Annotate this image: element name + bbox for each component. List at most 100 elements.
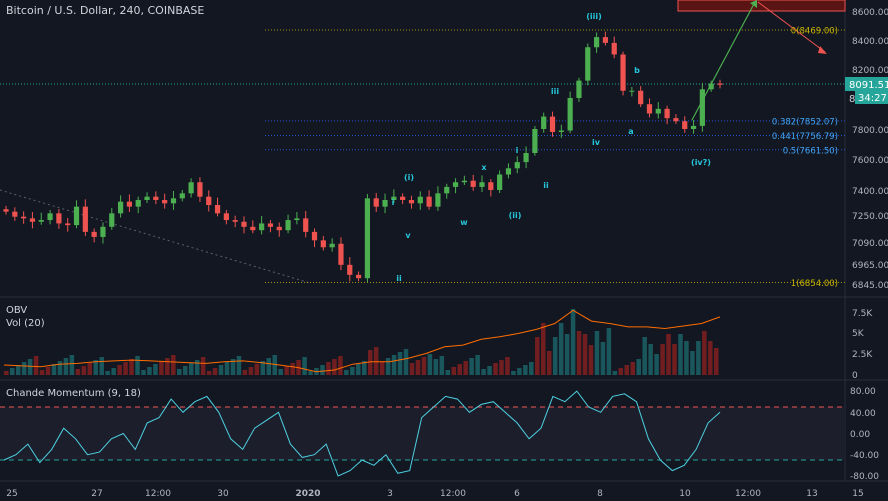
candle-body: [223, 213, 229, 221]
candle-body: [135, 200, 141, 207]
candle-body: [12, 211, 18, 217]
volume-bar: [81, 366, 87, 375]
volume-bar: [714, 348, 719, 375]
wave-label: b: [634, 66, 640, 75]
resistance-zone-box[interactable]: [677, 0, 846, 12]
volume-bar: [260, 361, 266, 375]
cmo-axis-label: 80.00: [850, 387, 876, 397]
candles[interactable]: [3, 31, 723, 283]
volume-bar: [200, 357, 206, 375]
cmo-axis-label: 0.00: [850, 430, 870, 440]
volume-bar: [165, 358, 170, 375]
volume-bar: [99, 357, 104, 375]
volume-bar: [188, 363, 194, 375]
volume-bar: [523, 365, 528, 375]
candle-body: [444, 186, 450, 194]
projection-arrowhead: [750, 0, 757, 8]
candle-body: [267, 223, 274, 227]
volume-bar: [218, 365, 224, 375]
volume-bar: [248, 367, 254, 375]
volume-bar: [45, 367, 51, 375]
volume-bar: [397, 352, 403, 375]
volume-bar: [457, 364, 462, 375]
volume-bar: [194, 360, 200, 375]
price-axis-label: 8200.00: [852, 66, 888, 76]
candle-body: [338, 243, 344, 265]
volume-bar: [630, 362, 635, 375]
price-axis-label: 6845.00: [852, 281, 888, 291]
volume-bar: [672, 344, 677, 375]
candle-body: [179, 193, 185, 199]
candle-body: [629, 90, 635, 92]
candle-body: [144, 196, 150, 200]
candle-body: [73, 206, 80, 226]
candle-body: [100, 226, 106, 237]
candle-body: [682, 121, 688, 129]
volume-bar: [147, 367, 152, 375]
cmo-title[interactable]: Chande Momentum (9, 18): [6, 388, 141, 399]
volume-bar: [409, 363, 415, 375]
volume-bar: [171, 355, 176, 375]
candle-body: [497, 174, 503, 190]
projection-arrow-down[interactable]: [757, 1, 826, 53]
candle-body: [347, 264, 353, 275]
last-price-tag-text: 8091.51: [849, 80, 888, 91]
candle-body: [373, 198, 379, 207]
time-axis-label: 27: [91, 489, 102, 499]
candle-body: [400, 196, 406, 200]
volume-bar: [624, 365, 630, 375]
fib-label: 0.441(7756.79): [772, 132, 838, 142]
candle-body: [470, 180, 476, 187]
wave-label: i: [392, 198, 395, 207]
volume-bar: [75, 369, 81, 375]
time-axis-label: 10: [679, 489, 691, 499]
volume-bar: [588, 345, 594, 375]
volume-bar: [39, 370, 45, 375]
cmo-axis-label: -40.00: [850, 451, 879, 461]
volume-bar: [212, 368, 218, 375]
candle-body: [417, 196, 423, 204]
time-axis-label: 13: [806, 489, 817, 499]
candle-body: [56, 213, 62, 224]
volume-bar: [463, 361, 468, 375]
price-axis-label: 7600.00: [852, 156, 888, 166]
cmo-polyline: [3, 390, 721, 477]
wave-label: i: [516, 146, 519, 155]
candle-body: [690, 125, 697, 129]
volume-bar: [183, 366, 188, 375]
price-axis-label: 8400.00: [852, 37, 888, 47]
fib-label: 1(6854.00): [791, 279, 838, 289]
trendline-dotted[interactable]: [0, 189, 311, 284]
volume-bar: [427, 354, 433, 375]
candle-body: [259, 223, 265, 231]
fib-levels[interactable]: 0(8469.00) 0.382(7852.07) 0.441(7756.79) 0.…: [0, 26, 845, 289]
volume-bar: [648, 344, 653, 375]
candle-body: [303, 218, 309, 232]
volume-bar: [93, 360, 98, 375]
volume-bar: [654, 354, 659, 375]
candle-body: [461, 180, 467, 183]
candle-body: [585, 47, 591, 81]
fib-label: 0.382(7852.07): [772, 117, 838, 127]
obv-title[interactable]: OBV: [6, 305, 27, 316]
volume-bar: [391, 355, 397, 375]
volume-bar: [159, 361, 164, 375]
countdown-tag-text: 34:27: [858, 93, 887, 104]
candle-body: [65, 223, 71, 226]
wave-label: ii: [396, 274, 402, 283]
volume-bar: [564, 334, 570, 375]
vol-title[interactable]: Vol (20): [6, 318, 45, 329]
volume-bar: [27, 359, 33, 375]
volume-bar: [612, 371, 618, 375]
symbol-title[interactable]: Bitcoin / U.S. Dollar, 240, COINBASE: [6, 4, 204, 17]
obv-polyline: [3, 309, 721, 373]
volume-bar: [69, 355, 75, 375]
axes: 8600.008400.008200.007800.007600.007400.…: [6, 8, 888, 499]
wave-label: iii: [551, 87, 559, 96]
volume-bar: [696, 341, 701, 375]
candle-body: [593, 37, 600, 48]
volume-bar: [487, 366, 492, 375]
wave-label: w: [460, 218, 468, 227]
volume-bar: [284, 366, 289, 375]
